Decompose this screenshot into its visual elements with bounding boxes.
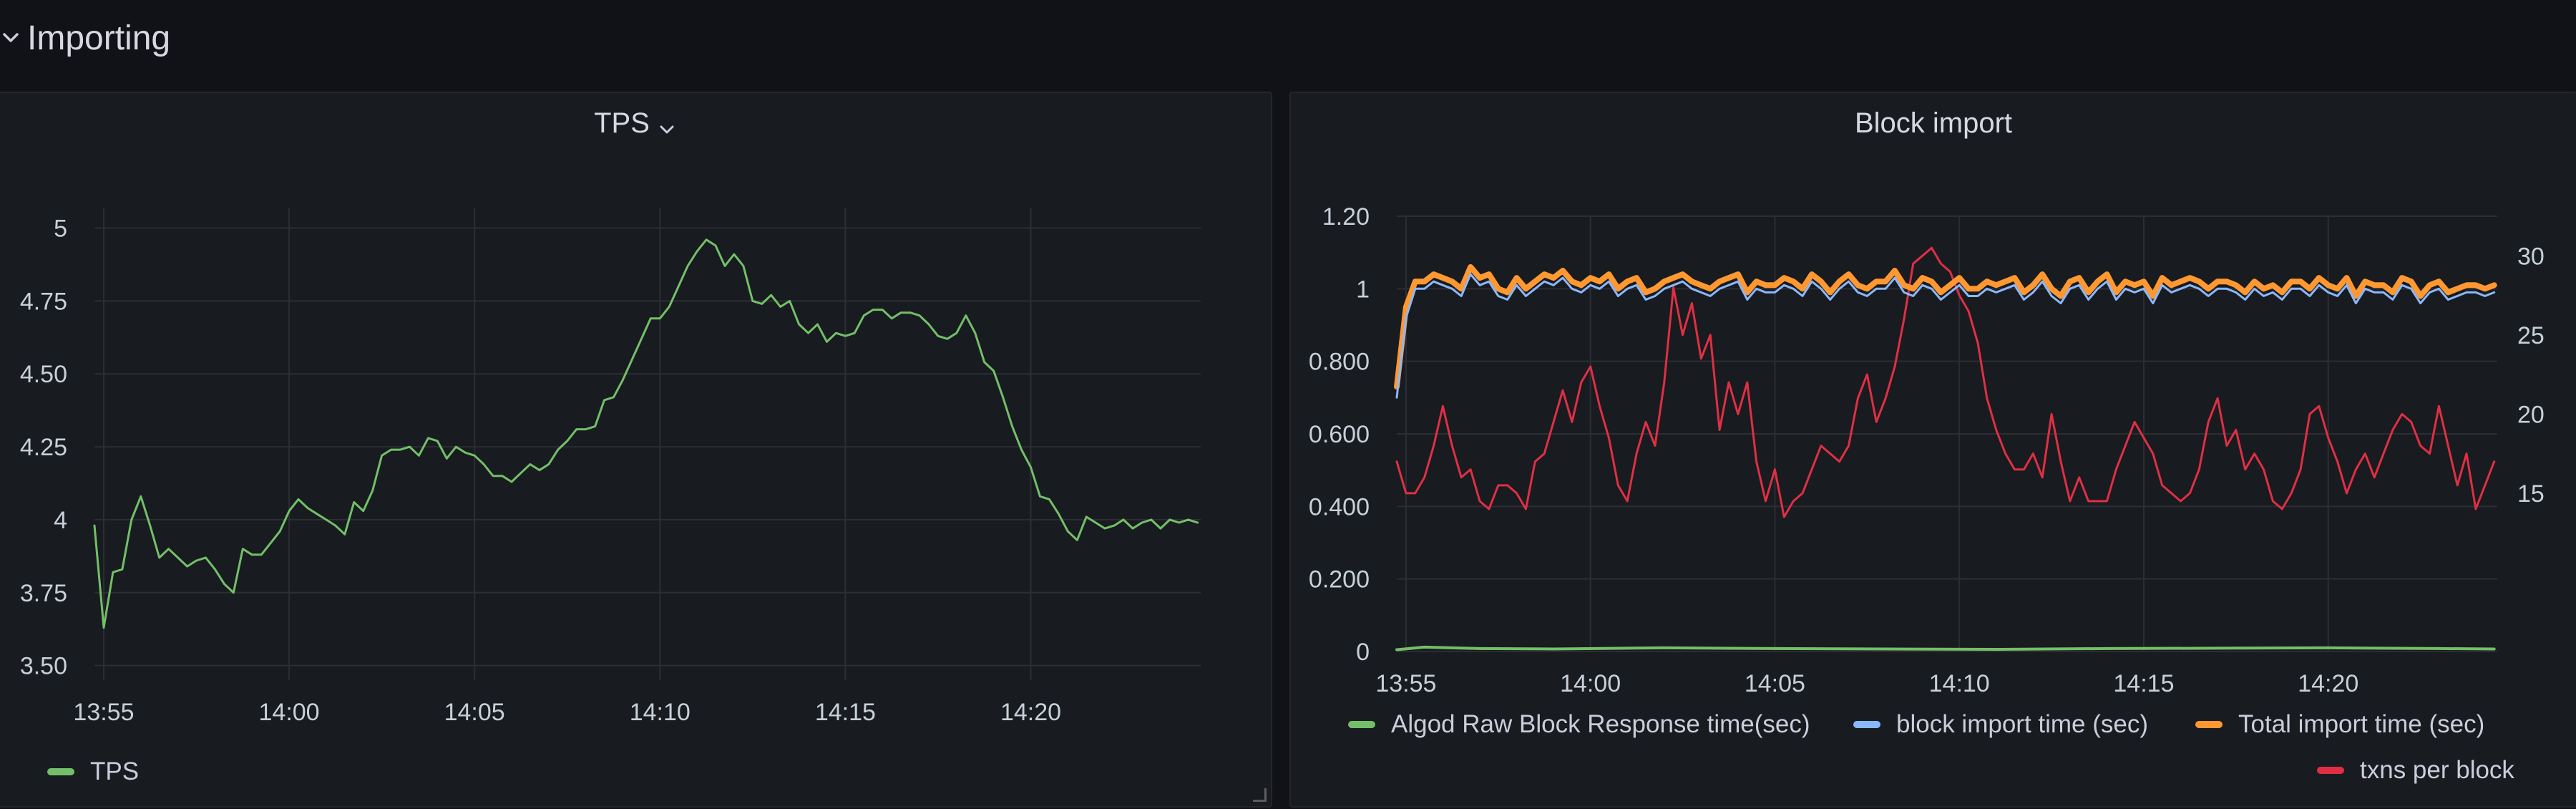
series-line-tps[interactable]	[93, 238, 1199, 629]
series-line-block[interactable]	[1395, 273, 2496, 399]
x-tick-label: 14:05	[444, 699, 505, 726]
grid	[1397, 215, 2497, 652]
x-tick-label: 14:00	[1560, 670, 1621, 697]
legend-swatch	[1348, 721, 1375, 728]
row-title[interactable]: Importing	[27, 19, 171, 57]
block-import-panel-title[interactable]: Block import	[1854, 107, 2013, 139]
y-tick-label: 0.600	[1309, 421, 1370, 448]
block-import-panel[interactable]: Block import 13:55 14:00 14:05 14:10 14:15 14…	[1289, 92, 2576, 808]
x-tick-label: 14:15	[2113, 670, 2174, 697]
x-tick-label: 13:55	[1375, 670, 1436, 697]
tps-legend[interactable]: TPS	[47, 757, 139, 786]
block-legend-block[interactable]: block import time (sec)	[1853, 710, 2148, 739]
legend-swatch	[1853, 721, 1880, 728]
legend-label-block[interactable]: block import time (sec)	[1896, 710, 2149, 738]
y-tick-label: 0.800	[1309, 349, 1370, 376]
x-tick-label: 14:05	[1745, 670, 1805, 697]
x-tick-label: 14:20	[1000, 699, 1061, 726]
chevron-down-icon[interactable]	[658, 121, 675, 138]
legend-swatch	[47, 768, 74, 775]
y-tick-label: 4.50	[20, 361, 67, 388]
row-header[interactable]: Importing	[0, 0, 2576, 86]
tps-panel-title[interactable]: TPS	[594, 107, 650, 139]
series-line-total[interactable]	[1394, 263, 2497, 390]
chevron-down-icon[interactable]	[1, 29, 20, 47]
series-line-raw[interactable]	[1395, 645, 2496, 651]
x-tick-label: 14:15	[815, 699, 876, 726]
y-tick-label: 1	[1356, 276, 1370, 303]
legend-label-tps[interactable]: TPS	[90, 757, 140, 785]
y-tick-label: 4.75	[20, 288, 67, 315]
y-right-tick-label: 20	[2517, 401, 2545, 428]
series-line-txns[interactable]	[1395, 246, 2496, 518]
block-legend-raw[interactable]: Algod Raw Block Response time(sec)	[1348, 710, 1810, 739]
legend-label-txns[interactable]: txns per block	[2360, 756, 2514, 784]
x-tick-label: 14:00	[259, 699, 320, 726]
y-tick-label: 3.50	[20, 653, 67, 680]
grid	[94, 208, 1201, 680]
legend-label-total[interactable]: Total import time (sec)	[2238, 710, 2485, 738]
y-tick-label: 1.20	[1322, 203, 1370, 231]
y-tick-label: 0.200	[1309, 566, 1370, 594]
y-tick-label: 0	[1356, 639, 1370, 666]
block-import-chart: 13:55 14:00 14:05 14:10 14:15 14:20 0 0.200 0.40…	[1309, 203, 2545, 697]
block-legend-total[interactable]: Total import time (sec)	[2195, 710, 2484, 739]
y-tick-label: 4	[54, 507, 67, 534]
resize-handle[interactable]	[1253, 788, 1267, 802]
legend-swatch	[2195, 721, 2223, 728]
y-right-tick-label: 30	[2517, 243, 2545, 270]
x-tick-label: 14:10	[630, 699, 691, 726]
tps-panel-header[interactable]: TPS	[0, 107, 1271, 140]
x-tick-label: 14:20	[2298, 670, 2358, 697]
tps-panel[interactable]: TPS 13:55 14:00 14:05 14:10 14:15 14:20 3.50 3.…	[0, 92, 1272, 808]
legend-swatch	[2317, 767, 2344, 774]
y-right-tick-label: 15	[2517, 480, 2545, 508]
y-tick-label: 3.75	[20, 580, 67, 607]
y-tick-label: 5	[54, 215, 67, 243]
block-legend-txns[interactable]: txns per block	[2317, 756, 2514, 785]
y-right-tick-label: 25	[2517, 322, 2545, 349]
x-tick-label: 14:10	[1929, 670, 1990, 697]
tps-chart: 13:55 14:00 14:05 14:10 14:15 14:20 3.50 3.75 4 4…	[20, 208, 1201, 726]
legend-label-raw[interactable]: Algod Raw Block Response time(sec)	[1391, 710, 1810, 738]
x-tick-label: 13:55	[73, 699, 134, 726]
y-tick-label: 0.400	[1309, 493, 1370, 520]
y-tick-label: 4.25	[20, 434, 67, 461]
